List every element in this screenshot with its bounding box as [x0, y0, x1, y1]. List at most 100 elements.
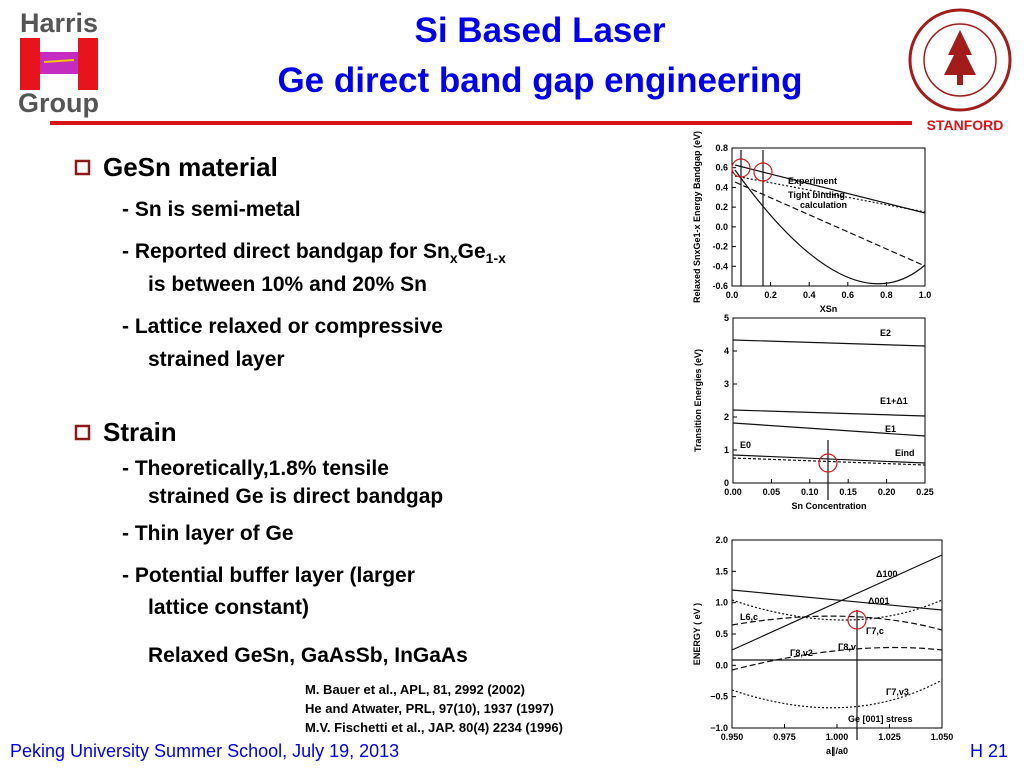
y-tick-label: −0.5 — [710, 692, 728, 702]
y-tick-label: -0.6 — [712, 281, 728, 291]
bullet-item: - Sn is semi-metal — [122, 198, 301, 221]
y-tick-label: 5 — [724, 313, 729, 323]
highlight — [731, 158, 751, 178]
x-tick-label: 0.00 — [724, 487, 742, 497]
y-tick-label: 1.5 — [715, 566, 728, 576]
highlight — [818, 453, 838, 473]
curve — [732, 454, 926, 464]
figure-label: Δ001 — [868, 596, 890, 606]
x-tick-label: 0.0 — [726, 290, 739, 300]
text: strained layer — [148, 348, 285, 371]
y-tick-label: -0.2 — [712, 242, 728, 252]
x-tick-label: 1.050 — [931, 732, 954, 742]
figure-label: calculation — [800, 200, 847, 210]
figure-label: E1+Δ1 — [880, 396, 908, 406]
x-tick-label: 0.10 — [801, 487, 819, 497]
bullet-item: - Potential buffer layer (larger — [122, 564, 415, 587]
y-tick-label: 0.5 — [715, 629, 728, 639]
stanford-label: STANFORD — [927, 117, 1004, 133]
x-tick-label: 0.6 — [842, 290, 855, 300]
footer-left: Peking University Summer School, July 19… — [10, 741, 399, 761]
bullet-item: strained Ge is direct bandgap — [148, 485, 443, 508]
curve — [732, 409, 926, 417]
y-tick-label: 0.0 — [715, 660, 728, 670]
logo-shape — [20, 38, 40, 90]
reference: M.V. Fischetti et al., JAP. 80(4) 2234 (… — [305, 720, 563, 735]
y-axis-label: ENERGY ( eV ) — [692, 603, 702, 665]
y-tick-label: 2.0 — [715, 535, 728, 545]
x-tick-label: 0.2 — [764, 290, 777, 300]
y-axis-label: Transition Energies (eV) — [693, 349, 703, 452]
y-tick-label: -0.4 — [712, 261, 728, 271]
y-tick-label: 0.0 — [715, 222, 728, 232]
x-axis-label: a∥/a0 — [826, 746, 848, 757]
figure-label: L6,c — [740, 612, 758, 622]
curve — [731, 615, 943, 631]
body: GeSn material - Sn is semi-metal - Reporte… — [74, 152, 563, 735]
logo-shape — [78, 38, 98, 90]
bullet-item: strained layer — [148, 348, 285, 371]
y-tick-label: 0 — [724, 478, 729, 488]
highlight — [847, 610, 867, 630]
reference: He and Atwater, PRL, 97(10), 1937 (1997) — [305, 701, 554, 716]
subscript: 1-x — [486, 250, 506, 266]
title: Ge direct band gap engineering — [277, 61, 802, 100]
stanford-seal — [908, 8, 1012, 112]
x-tick-label: 0.20 — [878, 487, 896, 497]
bullet-item: - Thin layer of Ge — [122, 522, 294, 545]
figure-label: Γ8,v — [838, 642, 856, 652]
y-tick-label: 2 — [724, 412, 729, 422]
bullet-item: - Theoretically,1.8% tensile — [122, 457, 389, 480]
text: - Lattice relaxed or compressive — [122, 315, 443, 338]
figure-label: Γ8,v2 — [790, 648, 813, 658]
text: - Theoretically,1.8% tensile — [122, 457, 389, 480]
x-tick-label: 0.15 — [839, 487, 857, 497]
x-tick-label: 0.975 — [773, 732, 796, 742]
curve — [731, 679, 943, 709]
curve — [734, 175, 926, 213]
curve — [734, 164, 926, 214]
y-tick-label: 3 — [724, 379, 729, 389]
curve — [731, 646, 943, 671]
text: lattice constant) — [148, 596, 309, 619]
y-axis-label: Relaxed SnxGe1-x Energy Bandgap (eV) — [692, 131, 702, 303]
text: - Sn is semi-metal — [122, 198, 301, 221]
bullet-box — [74, 159, 91, 176]
y-tick-label: 0.4 — [715, 182, 728, 192]
x-tick-label: 1.025 — [878, 732, 901, 742]
bullet-item: is between 10% and 20% Sn — [148, 273, 427, 296]
subscript: x — [450, 250, 458, 266]
logo-shape — [43, 59, 75, 63]
plot-frame — [731, 147, 926, 287]
highlight — [753, 162, 773, 182]
bullet-item: lattice constant) — [148, 596, 309, 619]
harris-logo: Harris Group — [18, 8, 99, 118]
text: - Thin layer of Ge — [122, 522, 294, 545]
logo-text: Harris — [20, 8, 98, 38]
bullet-item: - Lattice relaxed or compressive — [122, 315, 443, 338]
y-tick-label: −1.0 — [710, 723, 728, 733]
curve — [734, 169, 926, 285]
bullet-heading: Strain — [103, 417, 177, 447]
figure-label: E0 — [740, 440, 751, 450]
x-axis-label: XSn — [820, 304, 838, 314]
y-tick-label: 1 — [724, 445, 729, 455]
reference: M. Bauer et al., APL, 81, 2992 (2002) — [305, 682, 525, 697]
figures: 0.80.60.40.20.0-0.2-0.4-0.60.0 0.2 0.4 0.6 0… — [692, 131, 953, 757]
figure-label: Experiment — [788, 176, 837, 186]
curve — [732, 339, 926, 347]
x-tick-label: 0.25 — [916, 487, 934, 497]
curve — [732, 422, 926, 437]
bullet-item: - Reported direct bandgap for SnxGe1-x — [122, 240, 506, 266]
x-tick-label: 1.000 — [826, 732, 849, 742]
bullet-note: Relaxed GeSn, GaAsSb, InGaAs — [148, 644, 468, 667]
curve — [734, 181, 926, 267]
curve — [731, 599, 943, 621]
text: Ge — [458, 240, 486, 263]
x-tick-label: 0.05 — [763, 487, 781, 497]
x-tick-label: 0.4 — [803, 290, 816, 300]
x-tick-label: 1.0 — [919, 290, 932, 300]
text: strained Ge is direct bandgap — [148, 485, 443, 508]
figure-label: E1 — [885, 424, 896, 434]
